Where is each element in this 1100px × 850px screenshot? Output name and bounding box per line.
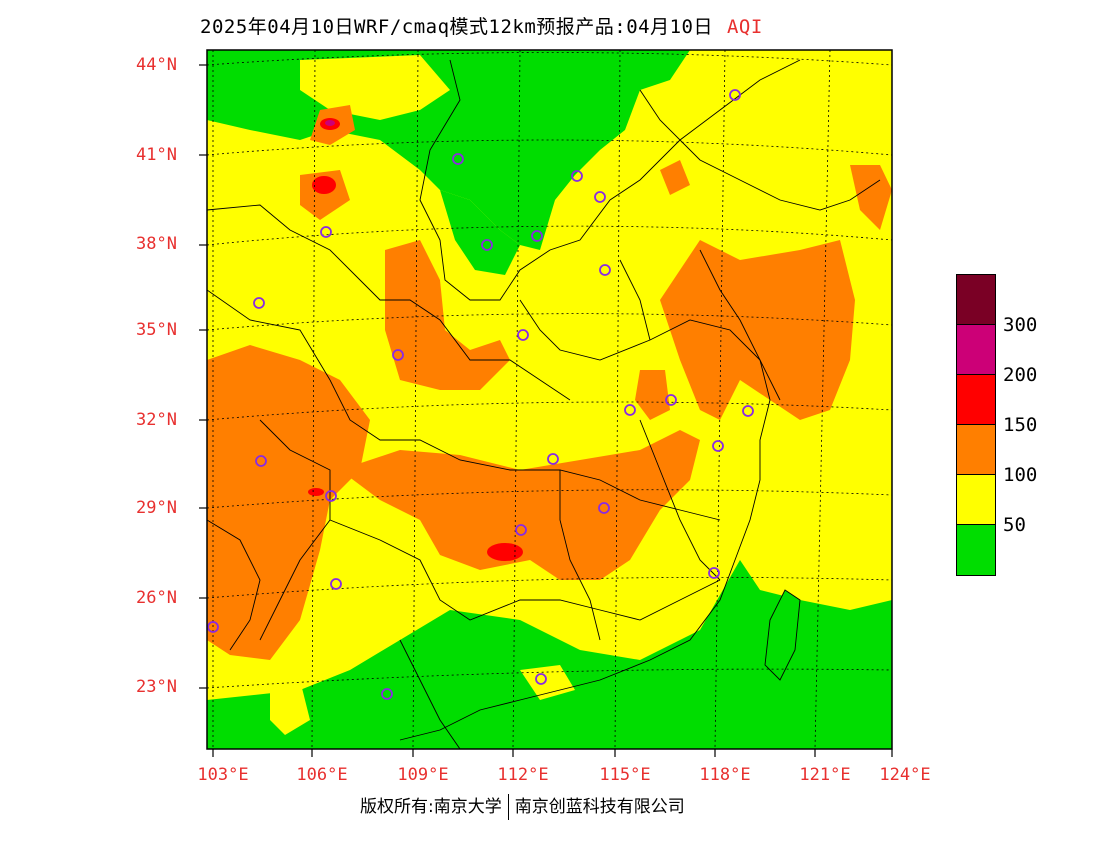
city-marker [665, 394, 677, 406]
legend-label: 200 [1003, 364, 1038, 386]
city-marker [742, 405, 754, 417]
city-markers [207, 89, 754, 700]
sensitive-zone-northeast [850, 165, 892, 230]
legend-swatch-50-100 [957, 475, 995, 525]
city-marker [517, 329, 529, 341]
lon-label: 109°E [397, 765, 449, 785]
legend-swatch-300-plus [957, 275, 995, 325]
city-marker [708, 567, 720, 579]
very-unhealthy-hotspot [325, 120, 335, 126]
city-marker [255, 455, 267, 467]
map-frame [206, 49, 893, 750]
copyright-company: 南京创蓝科技有限公司 [514, 797, 685, 817]
city-marker [547, 453, 559, 465]
aqi-field [207, 50, 892, 749]
lon-label: 118°E [699, 765, 751, 785]
lon-label: 124°E [879, 765, 931, 785]
city-marker [253, 297, 265, 309]
axis-ticks [199, 64, 893, 757]
legend-swatch-100-150 [957, 425, 995, 475]
graticule [207, 50, 892, 749]
moderate-zone-coast-pocket [520, 665, 575, 700]
city-marker [392, 349, 404, 361]
lat-label: 23°N [136, 677, 177, 697]
city-marker [481, 239, 493, 251]
lon-label: 103°E [197, 765, 249, 785]
title-variable: AQI [726, 16, 763, 38]
copyright-owner: 版权所有:南京大学 [360, 797, 502, 817]
sensitive-zone-central [340, 430, 700, 580]
sensitive-zone-east-sub [635, 370, 670, 420]
city-marker [325, 490, 337, 502]
copyright-footer: 版权所有:南京大学 南京创蓝科技有限公司 [360, 792, 685, 820]
legend-swatch-150-200 [957, 375, 995, 425]
lon-label: 106°E [296, 765, 348, 785]
good-zone-south [207, 560, 892, 749]
city-marker [515, 524, 527, 536]
moderate-zone-north-pocket [300, 55, 450, 120]
legend-label: 300 [1003, 314, 1038, 336]
aqi-color-legend [956, 274, 996, 576]
lat-label: 29°N [136, 498, 177, 518]
lat-label: 44°N [136, 55, 177, 75]
province-borders [207, 59, 881, 749]
sensitive-zone-loess [385, 240, 510, 390]
city-marker [598, 502, 610, 514]
city-marker [712, 440, 724, 452]
lat-label: 38°N [136, 234, 177, 254]
city-marker [571, 170, 583, 182]
city-marker [452, 153, 464, 165]
city-marker [207, 621, 219, 633]
legend-swatch-0-50 [957, 525, 995, 575]
legend-label: 100 [1003, 464, 1038, 486]
lat-label: 35°N [136, 320, 177, 340]
title-text: 2025年04月10日WRF/cmaq模式12km预报产品:04月10日 [200, 16, 713, 38]
legend-label: 50 [1003, 514, 1026, 536]
legend-swatch-200-300 [957, 325, 995, 375]
unhealthy-hotspot-north [312, 176, 336, 194]
sensitive-zone-west [207, 345, 370, 660]
footer-divider [507, 794, 509, 820]
city-marker [381, 688, 393, 700]
lat-label: 41°N [136, 145, 177, 165]
city-marker [320, 226, 332, 238]
map-title: 2025年04月10日WRF/cmaq模式12km预报产品:04月10日 AQI [200, 12, 763, 39]
lon-label: 112°E [497, 765, 549, 785]
city-marker [599, 264, 611, 276]
good-zone-north-sub [440, 190, 520, 275]
legend-label: 150 [1003, 414, 1038, 436]
lon-label: 121°E [799, 765, 851, 785]
sensitive-zone-east [660, 240, 855, 420]
lat-label: 26°N [136, 588, 177, 608]
unhealthy-hotspot-sichuan [308, 488, 324, 496]
city-marker [535, 673, 547, 685]
city-marker [624, 404, 636, 416]
lat-label: 32°N [136, 410, 177, 430]
unhealthy-hotspot-hunan [487, 543, 523, 561]
lon-label: 115°E [599, 765, 651, 785]
city-marker [330, 578, 342, 590]
sensitive-zone-north-small [660, 160, 690, 195]
city-marker [531, 230, 543, 242]
city-marker [729, 89, 741, 101]
moderate-zone-south-pocket [270, 680, 310, 735]
city-marker [594, 191, 606, 203]
